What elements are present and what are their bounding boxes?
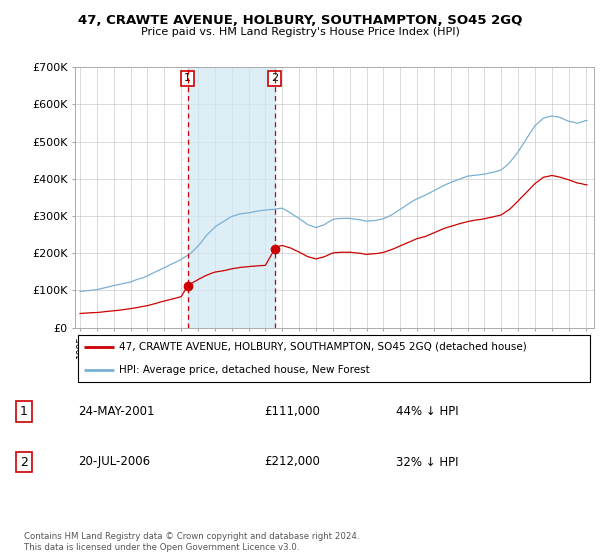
Text: 24-MAY-2001: 24-MAY-2001 bbox=[78, 405, 155, 418]
Text: 1: 1 bbox=[20, 405, 28, 418]
Text: 20-JUL-2006: 20-JUL-2006 bbox=[78, 455, 150, 469]
Bar bbox=[188, 67, 275, 328]
Text: 2: 2 bbox=[20, 455, 28, 469]
Text: £212,000: £212,000 bbox=[264, 455, 320, 469]
Text: HPI: Average price, detached house, New Forest: HPI: Average price, detached house, New … bbox=[119, 365, 370, 375]
Text: 2: 2 bbox=[271, 73, 278, 83]
Text: 44% ↓ HPI: 44% ↓ HPI bbox=[396, 405, 458, 418]
Text: Contains HM Land Registry data © Crown copyright and database right 2024.
This d: Contains HM Land Registry data © Crown c… bbox=[24, 532, 359, 552]
Text: Price paid vs. HM Land Registry's House Price Index (HPI): Price paid vs. HM Land Registry's House … bbox=[140, 27, 460, 37]
Text: 32% ↓ HPI: 32% ↓ HPI bbox=[396, 455, 458, 469]
Text: 47, CRAWTE AVENUE, HOLBURY, SOUTHAMPTON, SO45 2GQ (detached house): 47, CRAWTE AVENUE, HOLBURY, SOUTHAMPTON,… bbox=[119, 342, 527, 352]
Text: £111,000: £111,000 bbox=[264, 405, 320, 418]
FancyBboxPatch shape bbox=[77, 335, 590, 382]
Text: 47, CRAWTE AVENUE, HOLBURY, SOUTHAMPTON, SO45 2GQ: 47, CRAWTE AVENUE, HOLBURY, SOUTHAMPTON,… bbox=[78, 14, 522, 27]
Text: 1: 1 bbox=[184, 73, 191, 83]
